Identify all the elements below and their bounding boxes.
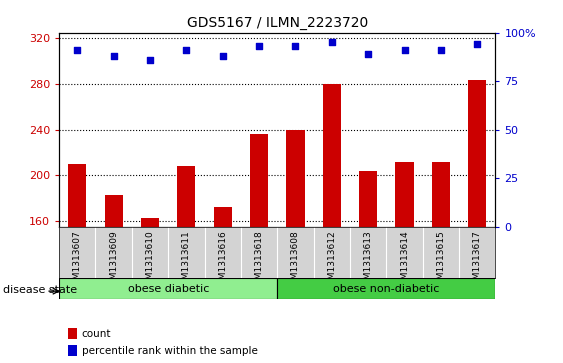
Bar: [250, 134, 268, 227]
Title: GDS5167 / ILMN_2223720: GDS5167 / ILMN_2223720: [187, 16, 368, 30]
Text: percentile rank within the sample: percentile rank within the sample: [82, 346, 258, 356]
Bar: [213, 208, 232, 227]
Text: GSM1313617: GSM1313617: [473, 231, 482, 291]
Point: [327, 40, 336, 45]
Bar: [277, 278, 495, 299]
Bar: [323, 84, 341, 227]
Bar: [68, 328, 78, 339]
Point: [218, 53, 227, 59]
Bar: [395, 162, 414, 227]
Point: [436, 47, 445, 53]
Bar: [359, 171, 377, 227]
Point: [254, 43, 263, 49]
Text: disease state: disease state: [3, 285, 77, 295]
Point: [109, 53, 118, 59]
Bar: [432, 162, 450, 227]
Text: GSM1313610: GSM1313610: [145, 231, 154, 291]
Text: GSM1313612: GSM1313612: [327, 231, 336, 291]
Text: count: count: [82, 329, 111, 339]
Point: [182, 47, 191, 53]
Point: [73, 47, 82, 53]
Bar: [468, 79, 486, 227]
Bar: [105, 195, 123, 227]
Text: GSM1313615: GSM1313615: [436, 231, 445, 291]
Bar: [177, 166, 195, 227]
Bar: [68, 164, 86, 227]
Bar: [59, 278, 277, 299]
Bar: [287, 130, 305, 227]
Bar: [68, 345, 78, 356]
Text: GSM1313614: GSM1313614: [400, 231, 409, 291]
Bar: [141, 218, 159, 227]
Text: GSM1313613: GSM1313613: [364, 231, 373, 291]
Point: [400, 47, 409, 53]
Text: GSM1313608: GSM1313608: [291, 231, 300, 291]
Point: [145, 57, 154, 63]
Point: [291, 43, 300, 49]
Text: GSM1313618: GSM1313618: [254, 231, 263, 291]
Text: obese non-diabetic: obese non-diabetic: [333, 284, 440, 294]
Text: GSM1313609: GSM1313609: [109, 231, 118, 291]
Point: [364, 51, 373, 57]
Text: GSM1313616: GSM1313616: [218, 231, 227, 291]
Text: obese diabetic: obese diabetic: [127, 284, 209, 294]
Point: [473, 41, 482, 47]
Text: GSM1313611: GSM1313611: [182, 231, 191, 291]
Text: GSM1313607: GSM1313607: [73, 231, 82, 291]
